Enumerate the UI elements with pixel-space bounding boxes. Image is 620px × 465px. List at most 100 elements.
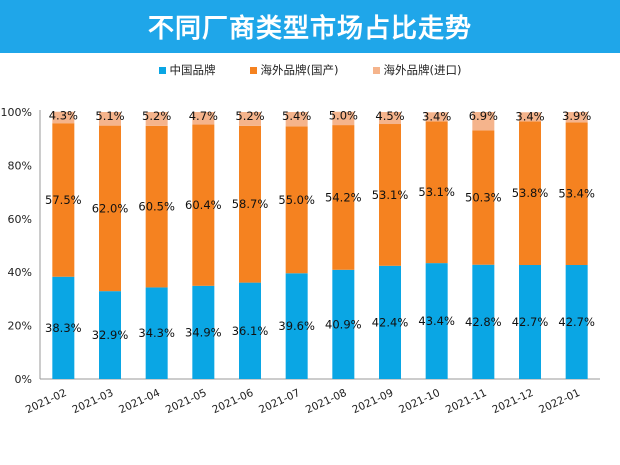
data-label-foreign-imported: 3.9% [562,109,591,123]
data-label-foreign-domestic: 58.7% [232,197,269,211]
y-tick-label: 20% [8,320,32,333]
bar-segment-foreign-domestic [52,123,75,277]
bar-segment-foreign-imported [332,111,355,126]
bar-segment-china-brand [565,264,588,379]
data-label-china-brand: 39.6% [278,319,315,333]
bar-segment-foreign-domestic [519,121,541,265]
bar-segment-china-brand [192,285,215,379]
data-label-china-brand: 42.7% [512,315,549,329]
x-tick-label: 2021-08 [304,387,349,416]
bar-segment-foreign-imported [379,112,401,125]
bar-segment-foreign-imported [519,112,541,122]
bar-segment-foreign-domestic [425,121,448,264]
bar-segment-china-brand [52,276,75,379]
bar-segment-china-brand [332,269,355,379]
data-label-foreign-domestic: 53.1% [372,188,409,202]
bar-segment-china-brand [285,273,308,379]
y-tick-label: 100% [1,106,32,119]
data-label-foreign-imported: 5.2% [142,109,171,123]
x-tick-label: 2021-09 [350,387,395,416]
y-tick-label: 80% [8,159,32,172]
data-label-foreign-domestic: 60.4% [185,198,222,212]
data-label-foreign-imported: 5.0% [329,109,358,123]
bar-segment-foreign-domestic [472,130,495,265]
bar-segment-china-brand [99,291,121,379]
bar-segment-foreign-domestic [285,126,308,274]
bar-segment-foreign-imported [285,112,308,127]
x-tick-label: 2021-03 [70,387,115,416]
data-label-foreign-imported: 5.2% [235,109,264,123]
bar-segment-foreign-domestic [192,124,215,286]
bar-segment-foreign-imported [145,112,168,126]
legend-label-foreign-domestic: 海外品牌(国产) [260,63,339,77]
x-tick-label: 2021-05 [164,387,209,416]
data-label-foreign-domestic: 60.5% [138,200,175,214]
bar-segment-foreign-domestic [379,124,401,266]
data-label-foreign-imported: 4.3% [49,109,78,123]
bar-segment-foreign-domestic [239,125,261,283]
data-label-foreign-imported: 3.4% [422,109,451,123]
bar-segment-foreign-imported [52,111,75,124]
data-label-foreign-domestic: 53.4% [558,187,595,201]
legend-swatch-foreign-imported [372,66,380,74]
data-label-foreign-domestic: 54.2% [325,190,362,204]
data-label-foreign-domestic: 53.1% [418,185,455,199]
x-tick-label: 2021-07 [257,387,302,416]
y-tick-label: 0% [15,373,32,386]
legend-swatch-foreign-domestic [249,66,257,74]
data-label-china-brand: 34.3% [138,326,175,340]
data-label-foreign-domestic: 57.5% [45,193,82,207]
data-label-china-brand: 32.9% [92,328,129,342]
data-label-foreign-imported: 5.1% [95,109,124,123]
data-label-china-brand: 42.4% [372,315,409,329]
data-label-china-brand: 40.9% [325,317,362,331]
data-label-foreign-domestic: 53.8% [512,186,549,200]
bar-segment-china-brand [472,264,495,379]
bar-segment-china-brand [519,264,541,379]
data-label-foreign-imported: 4.7% [189,109,218,123]
bar-segment-china-brand [379,265,401,379]
legend-item-foreign-imported: 海外品牌(进口) [372,60,462,80]
data-label-foreign-imported: 5.4% [282,109,311,123]
bar-segment-foreign-domestic [99,125,121,292]
data-label-foreign-imported: 4.5% [375,109,404,123]
bar-segment-foreign-domestic [145,125,168,288]
y-tick-label: 60% [8,213,32,226]
legend-item-foreign-domestic: 海外品牌(国产) [249,60,339,80]
data-label-china-brand: 42.8% [465,315,502,329]
data-label-china-brand: 38.3% [45,321,82,335]
bar-segment-foreign-imported [99,112,121,126]
bar-segment-foreign-domestic [565,122,588,265]
x-tick-label: 2022-01 [537,387,582,416]
legend-item-china-brand: 中国品牌 [158,60,216,80]
x-tick-label: 2021-11 [444,387,489,416]
legend-label-foreign-imported: 海外品牌(进口) [383,63,462,77]
bar-segment-china-brand [145,287,168,379]
chart-title: 不同厂商类型市场占比走势 [0,0,620,53]
bar-segment-china-brand [425,263,448,379]
data-label-foreign-domestic: 55.0% [278,193,315,207]
y-tick-label: 40% [8,266,32,279]
data-label-foreign-imported: 6.9% [469,109,498,123]
x-tick-label: 2021-06 [210,387,255,417]
data-label-china-brand: 43.4% [418,314,455,328]
bar-segment-foreign-imported [425,112,448,122]
bar-segment-china-brand [239,282,261,379]
x-tick-label: 2021-12 [490,387,535,416]
x-tick-label: 2021-04 [117,387,162,417]
data-label-china-brand: 42.7% [558,315,595,329]
data-label-foreign-imported: 3.4% [515,109,544,123]
data-label-china-brand: 34.9% [185,325,222,339]
bar-segment-foreign-imported [565,112,588,123]
x-tick-label: 2021-02 [24,387,69,416]
legend-swatch-china-brand [158,66,166,74]
bar-segment-foreign-imported [239,112,261,126]
legend: 中国品牌 海外品牌(国产) 海外品牌(进口) [0,60,620,80]
legend-label-china-brand: 中国品牌 [169,63,216,77]
data-label-china-brand: 36.1% [232,324,269,338]
bar-segment-foreign-domestic [332,125,355,270]
data-label-foreign-domestic: 50.3% [465,191,502,205]
bar-segment-foreign-imported [192,112,215,125]
x-tick-label: 2021-10 [397,387,442,416]
